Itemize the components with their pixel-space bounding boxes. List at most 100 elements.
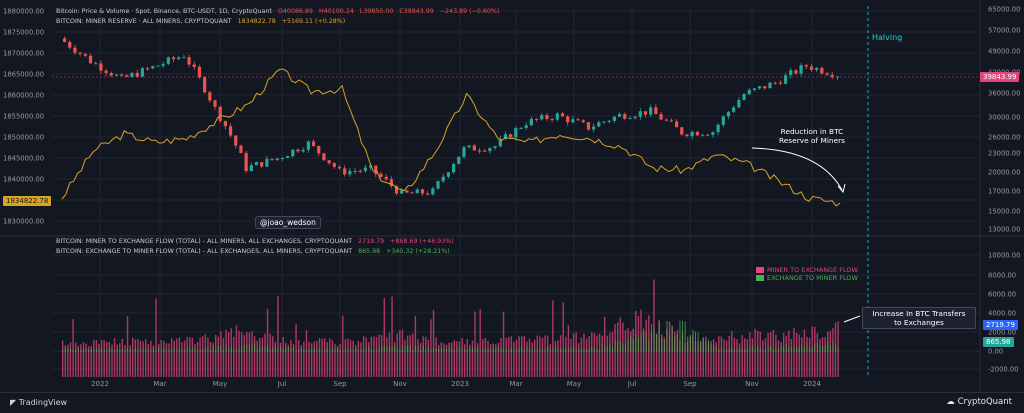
e2m-bar [98,347,100,353]
legend-m2e-swatch [756,267,764,273]
m2e-bar [355,345,357,377]
m2e-bar [165,343,168,377]
e2m-bar [510,348,512,353]
price-candle [280,157,285,159]
e2m-bar [772,349,774,353]
m2e-bar [207,337,209,377]
m2e-bar [336,346,339,377]
e2m-bar [259,346,261,353]
m2e-bar [189,337,191,377]
left-tick-label: 1875000.00 [3,29,44,37]
m2e-bar [409,335,411,377]
price-candle [197,66,202,78]
m2e-bar [531,342,533,377]
e2m-bar [490,349,492,353]
m2e-bar [707,342,710,377]
e2m-bar [477,348,479,353]
e2m-bar [155,349,157,353]
e2m-bar [443,348,445,353]
e2m-bar [163,347,165,353]
e2m-bar [440,347,442,353]
left-tick-label: 1860000.00 [3,92,44,100]
e2m-bar [684,321,686,353]
e2m-bar [207,346,209,353]
price-candle [534,118,539,120]
e2m-bar [472,347,473,353]
m2e-bar [339,343,341,377]
e2m-bar [749,346,751,353]
m2e-bar [562,302,564,377]
price-candle [778,82,782,84]
m2e-bar [458,341,461,377]
cryptoquant-icon: ☁ [946,397,958,407]
lower-right-tick-label: 6000.00 [988,291,1016,299]
m2e-bar [137,339,139,377]
price-candle [659,114,663,120]
price-candle [451,164,456,173]
m2e-bar [528,338,531,377]
m2e-bar [313,341,315,377]
e2m-bar [176,349,178,353]
e2m-bar [332,347,333,353]
e2m-bar [85,348,87,353]
e2m-bar [277,346,279,353]
price-candle [410,192,414,194]
e2m-bar [736,348,738,353]
price-candle [794,70,798,74]
m2e-bar [728,335,730,377]
e2m-bar [557,348,559,353]
e2m-bar [708,339,709,353]
e2m-bar [121,348,123,353]
m2e-bar [186,337,188,377]
m2e-bar [331,340,334,377]
reduction-annotation: Reduction in BTC Reserve of Miners [772,127,852,145]
e2m-bar [663,340,665,353]
price-candle [228,126,233,136]
chart-svg[interactable]: 2022 Mar May Jul Sep Nov 2023 Mar May Jul Sep Nov 20… [0,0,1024,392]
e2m-bar [111,348,113,353]
price-candle [592,126,596,130]
m2e-bar [196,342,199,377]
m2e-bar [536,335,538,377]
m2e-bar [113,338,116,377]
price-candle [514,128,518,138]
m2e-bar [323,338,326,377]
m2e-bar [370,336,373,377]
e2m-bar [669,333,671,353]
e2m-bar [116,349,118,353]
e2m-bar [319,349,320,353]
price-candle [358,170,362,172]
price-candle [576,119,580,121]
right-tick-label: 30000.00 [988,114,1020,122]
price-candle [301,149,305,152]
tradingview-logo[interactable]: ◤ TradingView [10,398,67,407]
m2e-bar [790,338,793,377]
price-candle [498,138,502,147]
m2e-bar [147,344,149,377]
m2e-bar [238,330,240,377]
e2m-bar [640,333,642,353]
e2m-bar [145,348,147,353]
e2m-bar [106,349,108,353]
m2e-bar [676,333,679,377]
e2m-bar [544,349,546,353]
price-candle [208,92,212,101]
e2m-bar [140,349,141,353]
m2e-bar [98,343,100,377]
m2e-bar [121,338,124,377]
price-candle [394,185,399,194]
e2m-bar [780,345,782,353]
m2e-bar [347,338,349,377]
m2e-bar [559,335,562,377]
e2m-bar [96,348,97,353]
m2e-bar [775,334,777,377]
price-candle [343,168,347,175]
price-candle [88,55,93,64]
price-candle [820,67,824,74]
e2m-bar [619,341,621,353]
price-candle [311,141,316,146]
price-candle [296,149,300,152]
m2e-bar [487,341,489,377]
e2m-bar [827,341,829,353]
increase-annotation: Increase In BTC Transfers to Exchanges [862,307,976,329]
